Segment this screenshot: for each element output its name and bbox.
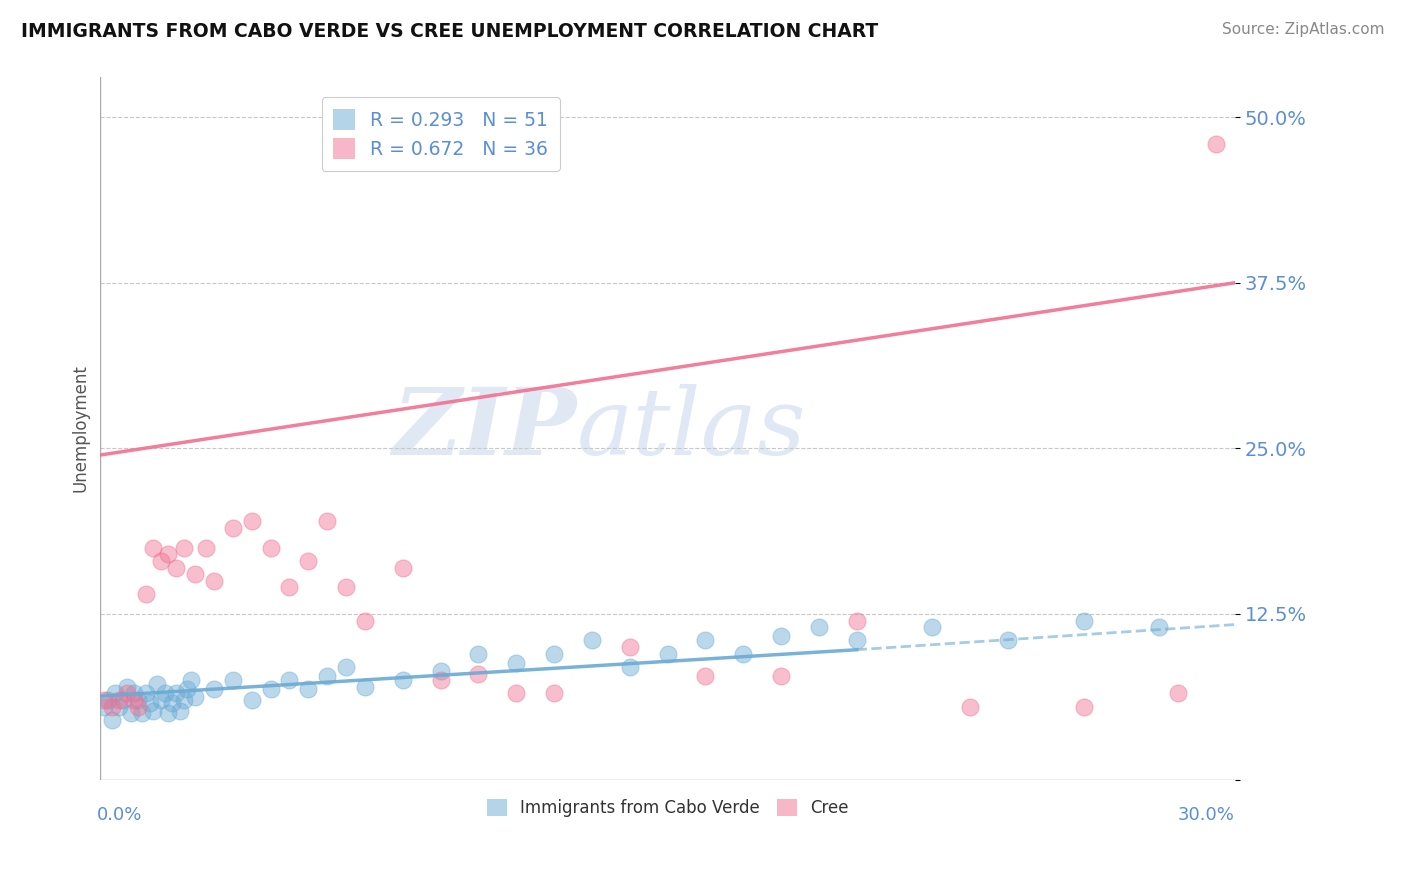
Point	[316, 514, 339, 528]
Point	[127, 693, 149, 707]
Point	[240, 514, 263, 528]
Point	[115, 686, 138, 700]
Point	[354, 614, 377, 628]
Point	[467, 647, 489, 661]
Point	[429, 673, 451, 688]
Point	[222, 521, 245, 535]
Point	[157, 706, 180, 721]
Point	[619, 640, 641, 654]
Point	[100, 699, 122, 714]
Text: Source: ZipAtlas.com: Source: ZipAtlas.com	[1222, 22, 1385, 37]
Point	[505, 686, 527, 700]
Point	[180, 673, 202, 688]
Point	[259, 541, 281, 555]
Text: IMMIGRANTS FROM CABO VERDE VS CREE UNEMPLOYMENT CORRELATION CHART: IMMIGRANTS FROM CABO VERDE VS CREE UNEMP…	[21, 22, 879, 41]
Point	[146, 677, 169, 691]
Point	[173, 693, 195, 707]
Point	[165, 560, 187, 574]
Text: 30.0%: 30.0%	[1178, 806, 1234, 824]
Text: ZIP: ZIP	[392, 384, 576, 474]
Point	[97, 693, 120, 707]
Point	[169, 704, 191, 718]
Text: 0.0%: 0.0%	[97, 806, 142, 824]
Point	[176, 682, 198, 697]
Point	[202, 682, 225, 697]
Point	[93, 699, 115, 714]
Point	[1073, 699, 1095, 714]
Legend: Immigrants from Cabo Verde, Cree: Immigrants from Cabo Verde, Cree	[479, 792, 855, 824]
Point	[108, 693, 131, 707]
Point	[807, 620, 830, 634]
Point	[845, 614, 868, 628]
Point	[392, 673, 415, 688]
Point	[997, 633, 1019, 648]
Point	[316, 669, 339, 683]
Point	[104, 686, 127, 700]
Point	[429, 664, 451, 678]
Point	[392, 560, 415, 574]
Point	[157, 547, 180, 561]
Point	[160, 696, 183, 710]
Text: atlas: atlas	[576, 384, 806, 474]
Point	[222, 673, 245, 688]
Point	[695, 669, 717, 683]
Point	[240, 693, 263, 707]
Y-axis label: Unemployment: Unemployment	[72, 365, 89, 492]
Point	[1147, 620, 1170, 634]
Point	[543, 686, 565, 700]
Point	[149, 693, 172, 707]
Point	[335, 581, 357, 595]
Point	[124, 686, 146, 700]
Point	[695, 633, 717, 648]
Point	[127, 699, 149, 714]
Point	[131, 706, 153, 721]
Point	[153, 686, 176, 700]
Point	[769, 630, 792, 644]
Point	[467, 666, 489, 681]
Point	[278, 581, 301, 595]
Point	[1167, 686, 1189, 700]
Point	[135, 686, 157, 700]
Point	[202, 574, 225, 588]
Point	[1205, 136, 1227, 151]
Point	[112, 693, 135, 707]
Point	[278, 673, 301, 688]
Point	[297, 554, 319, 568]
Point	[543, 647, 565, 661]
Point	[184, 567, 207, 582]
Point	[297, 682, 319, 697]
Point	[135, 587, 157, 601]
Point	[115, 680, 138, 694]
Point	[142, 704, 165, 718]
Point	[733, 647, 755, 661]
Point	[195, 541, 218, 555]
Point	[581, 633, 603, 648]
Point	[165, 686, 187, 700]
Point	[959, 699, 981, 714]
Point	[769, 669, 792, 683]
Point	[657, 647, 679, 661]
Point	[354, 680, 377, 694]
Point	[100, 713, 122, 727]
Point	[142, 541, 165, 555]
Point	[138, 696, 160, 710]
Point	[120, 706, 142, 721]
Point	[149, 554, 172, 568]
Point	[619, 660, 641, 674]
Point	[93, 693, 115, 707]
Point	[505, 656, 527, 670]
Point	[184, 690, 207, 705]
Point	[335, 660, 357, 674]
Point	[845, 633, 868, 648]
Point	[124, 693, 146, 707]
Point	[921, 620, 943, 634]
Point	[108, 699, 131, 714]
Point	[173, 541, 195, 555]
Point	[259, 682, 281, 697]
Point	[1073, 614, 1095, 628]
